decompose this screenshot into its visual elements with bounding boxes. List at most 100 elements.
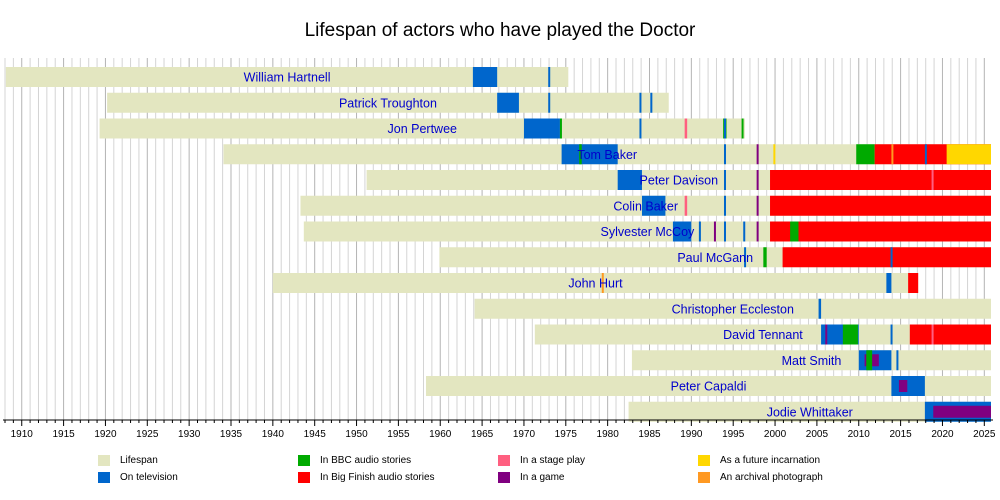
television-segment — [641, 195, 666, 216]
actor-row: Tom Baker — [223, 144, 992, 165]
chart-title: Lifespan of actors who have played the D… — [304, 20, 696, 41]
television-segment — [523, 118, 560, 139]
actor-name: David Tennant — [723, 328, 803, 342]
television-segment — [497, 92, 519, 113]
game-segment — [756, 221, 759, 242]
actor-name: Tom Baker — [577, 148, 637, 162]
television-segment — [561, 144, 618, 165]
actor-name: Colin Baker — [613, 199, 678, 213]
bbc_audio-segment — [741, 118, 744, 139]
big_finish-segment — [770, 195, 991, 216]
actor-row: Peter Capaldi — [426, 376, 991, 396]
television-segment — [723, 144, 726, 165]
game-segment — [933, 405, 991, 418]
tick-label: 1980 — [597, 429, 620, 440]
lifespan-bar — [272, 273, 919, 293]
tick-label: 1925 — [136, 429, 159, 440]
television-segment — [472, 67, 498, 87]
television-segment — [639, 118, 642, 139]
television-segment — [890, 247, 893, 268]
actor-name: Peter Capaldi — [671, 380, 747, 394]
television-segment — [698, 221, 701, 242]
actor-name: Christopher Eccleston — [672, 302, 794, 316]
actor-name: John Hurt — [568, 277, 623, 291]
game-segment — [713, 221, 716, 242]
big_finish-segment — [908, 273, 919, 293]
actor-row: Sylvester McCoy — [303, 221, 991, 242]
tick-label: 1970 — [513, 429, 536, 440]
actor-row: David Tennant — [534, 324, 991, 345]
bbc_audio-segment — [856, 144, 875, 165]
actor-name: Sylvester McCoy — [601, 225, 696, 239]
tick-label: 2020 — [931, 429, 954, 440]
tick-label: 1920 — [94, 429, 117, 440]
television-segment — [744, 247, 747, 268]
archival-segment — [891, 144, 894, 165]
big_finish-segment — [770, 221, 991, 242]
big_finish-segment — [909, 324, 991, 345]
tick-label: 2015 — [889, 429, 912, 440]
television-segment — [924, 144, 927, 165]
television-segment — [896, 350, 899, 371]
game-segment — [825, 324, 828, 345]
tick-label: 2005 — [806, 429, 829, 440]
big_finish-segment — [770, 170, 991, 190]
television-segment — [891, 376, 925, 396]
tick-label: 1995 — [722, 429, 745, 440]
tick-label: 1940 — [262, 429, 285, 440]
tick-label: 2000 — [764, 429, 787, 440]
archival-segment — [601, 273, 604, 293]
actor-row: Paul McGann — [439, 247, 991, 268]
actor-name: Jon Pertwee — [388, 122, 458, 136]
lifespan-bar — [474, 298, 991, 319]
actor-name: William Hartnell — [244, 71, 331, 85]
television-segment — [743, 221, 746, 242]
actor-name: Paul McGann — [677, 251, 753, 265]
actor-name: Jodie Whittaker — [767, 405, 853, 419]
television-segment — [617, 170, 642, 190]
big_finish-segment — [782, 247, 991, 268]
television-segment — [886, 273, 892, 293]
stage_play-segment — [931, 170, 934, 190]
actor-row: Patrick Troughton — [107, 92, 669, 113]
tick-label: 2025 — [973, 429, 996, 440]
lifespan-bar — [99, 118, 745, 139]
actor-name: Patrick Troughton — [339, 96, 437, 110]
bbc_audio-segment — [579, 144, 582, 165]
television-segment — [723, 118, 726, 139]
future-segment — [773, 144, 776, 165]
tick-label: 1935 — [220, 429, 243, 440]
tick-label: 1990 — [680, 429, 703, 440]
television-segment — [890, 324, 893, 345]
television-segment — [548, 92, 551, 113]
actor-row: Christopher Eccleston — [474, 298, 991, 319]
lifespan-bar — [631, 350, 991, 371]
television-segment — [548, 67, 551, 87]
lifespan-bar — [426, 376, 991, 396]
television-segment — [723, 221, 726, 242]
tick-label: 1930 — [178, 429, 201, 440]
actor-row: William Hartnell — [5, 67, 569, 87]
game-segment — [756, 144, 759, 165]
television-segment — [650, 92, 653, 113]
actor-name: Peter Davison — [640, 174, 719, 188]
actor-row: Jon Pertwee — [99, 118, 745, 139]
lifespan-bar — [628, 401, 991, 422]
tick-label: 1975 — [555, 429, 578, 440]
actor-row: Jodie Whittaker — [628, 401, 991, 422]
bbc_audio-segment — [842, 324, 858, 345]
bbc_audio-segment — [763, 247, 767, 268]
actor-name: Matt Smith — [782, 354, 842, 368]
actor-row: John Hurt — [272, 273, 919, 293]
tick-label: 1950 — [345, 429, 368, 440]
television-segment — [639, 92, 642, 113]
stage_play-segment — [684, 195, 688, 216]
tick-label: 1960 — [429, 429, 452, 440]
bbc_audio-segment — [866, 350, 873, 371]
television-segment — [723, 195, 726, 216]
tick-label: 1955 — [387, 429, 410, 440]
tick-label: 1910 — [11, 429, 34, 440]
game-segment — [756, 170, 759, 190]
actor-row: Peter Davison — [366, 170, 992, 190]
